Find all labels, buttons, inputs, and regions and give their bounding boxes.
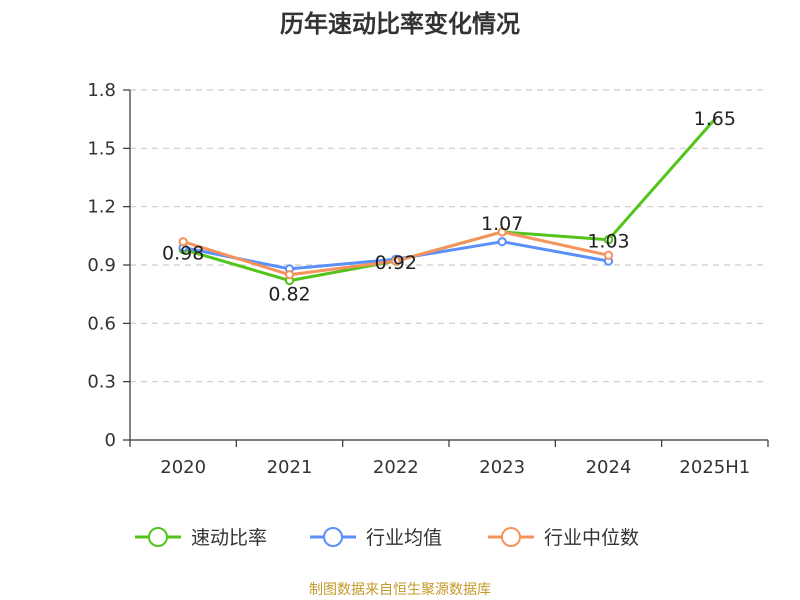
data-point bbox=[603, 235, 614, 245]
y-tick-label: 1.8 bbox=[87, 80, 116, 101]
legend: 速动比率 行业均值 行业中位数 bbox=[135, 527, 639, 549]
x-tick-label: 2020 bbox=[160, 457, 206, 478]
data-point bbox=[497, 237, 507, 247]
y-tick-label: 1.2 bbox=[87, 197, 116, 218]
data-label: 0.82 bbox=[268, 284, 310, 306]
y-tick-label: 0 bbox=[105, 430, 116, 451]
legend-label: 行业中位数 bbox=[544, 527, 639, 549]
legend-swatch-marker bbox=[148, 527, 168, 547]
data-label: 1.65 bbox=[694, 108, 736, 130]
data-point bbox=[603, 250, 614, 260]
data-point bbox=[391, 256, 401, 266]
x-tick-label: 2025H1 bbox=[679, 457, 750, 478]
x-tick-label: 2021 bbox=[267, 457, 313, 478]
data-labels: 0.98 0.82 0.92 1.07 1.03 1.65 bbox=[162, 108, 736, 305]
x-tick-label: 2023 bbox=[479, 457, 525, 478]
data-label: 0.92 bbox=[375, 252, 417, 274]
grid-lines bbox=[130, 89, 768, 383]
data-label: 1.07 bbox=[481, 213, 523, 235]
legend-swatch-marker bbox=[501, 527, 521, 547]
y-tick-label: 0.6 bbox=[87, 313, 116, 334]
legend-label: 速动比率 bbox=[191, 527, 267, 549]
legend-label: 行业均值 bbox=[366, 527, 442, 549]
data-point bbox=[284, 270, 295, 280]
data-label: 0.98 bbox=[162, 242, 204, 264]
data-point bbox=[178, 237, 188, 247]
y-tick-label: 0.9 bbox=[87, 255, 116, 276]
axes: 0 0.3 0.6 0.9 1.2 1.5 1.8 2020 2021 2022 2023 2024 2… bbox=[87, 80, 769, 478]
y-tick-label: 0.3 bbox=[87, 372, 116, 393]
x-tick-label: 2024 bbox=[586, 457, 632, 478]
series-group bbox=[178, 117, 717, 286]
chart-title: 历年速动比率变化情况 bbox=[280, 10, 520, 38]
data-point bbox=[497, 227, 507, 237]
data-label: 1.03 bbox=[587, 231, 629, 253]
source-note: 制图数据来自恒生聚源数据库 bbox=[309, 582, 491, 598]
y-tick-label: 1.5 bbox=[87, 138, 116, 159]
series-line bbox=[181, 117, 717, 283]
x-tick-label: 2022 bbox=[373, 457, 419, 478]
legend-swatch-marker bbox=[323, 527, 343, 547]
